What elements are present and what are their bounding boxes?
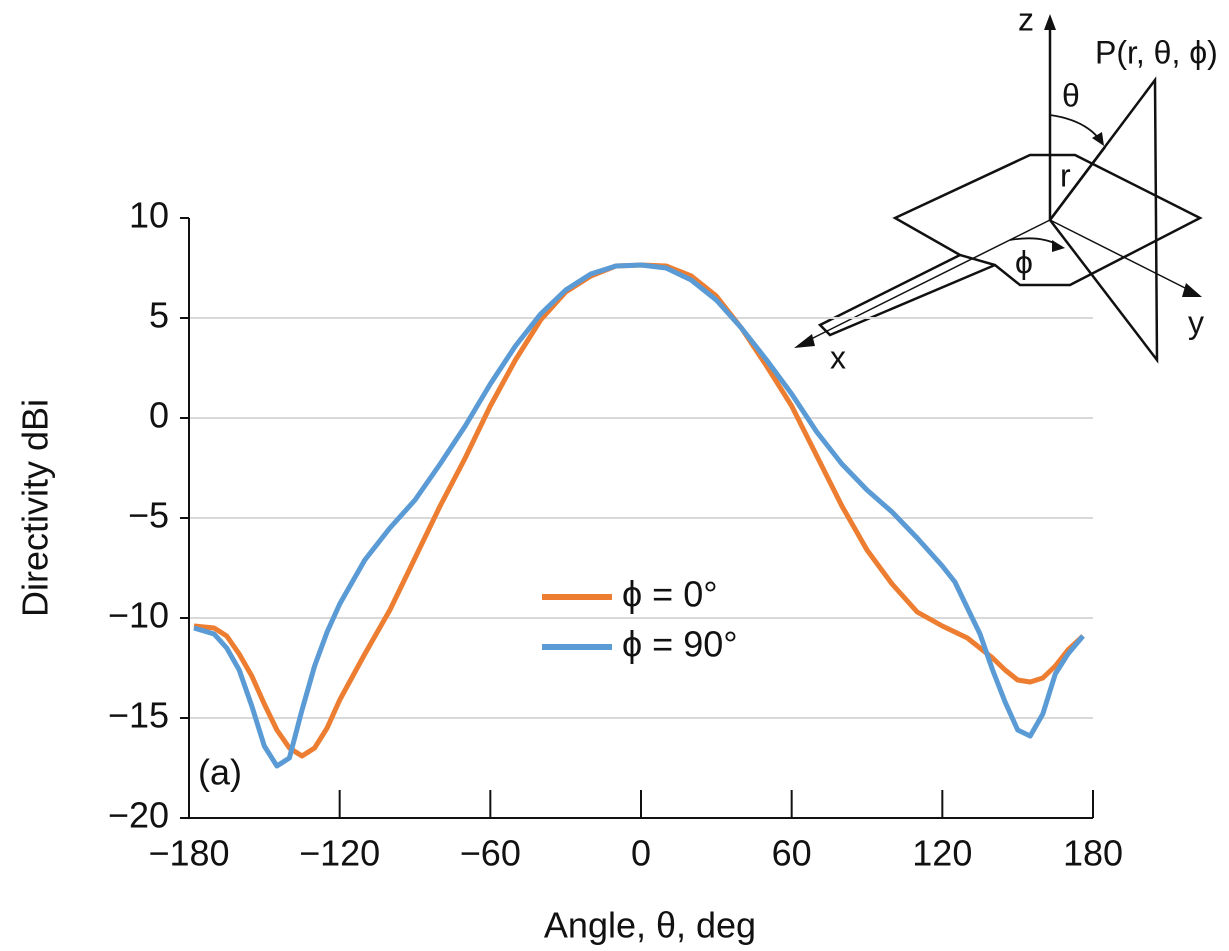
x-tick-label: −180 — [148, 833, 229, 874]
diagram-label: r — [1060, 157, 1071, 193]
annotation: (a) — [198, 752, 242, 793]
y-axis-3d — [1049, 219, 1194, 293]
theta-arc — [1049, 114, 1101, 141]
y-tick-label: 10 — [129, 195, 169, 236]
x-tick-label: 180 — [1063, 833, 1123, 874]
legend-label: ϕ = 0° — [622, 574, 718, 615]
x-tick-label: −120 — [299, 833, 380, 874]
y-axis-title: Directivity dBi — [15, 399, 56, 617]
x-tick-label: 120 — [912, 833, 972, 874]
diagram-label: θ — [1062, 77, 1080, 113]
arrow-head — [1182, 283, 1202, 297]
y-tick-label: 0 — [149, 395, 169, 436]
diagram-label: y — [1188, 304, 1204, 340]
diagram-label: x — [830, 339, 846, 375]
y-tick-label: −5 — [128, 495, 169, 536]
data-line — [193, 262, 1085, 759]
data-line — [193, 262, 1085, 769]
feed-line — [817, 253, 996, 337]
arrow-head — [1044, 14, 1056, 30]
y-tick-label: −20 — [108, 795, 169, 836]
diagram-label: z — [1018, 1, 1034, 37]
x-axis-3d — [802, 219, 1051, 344]
x-tick-label: 0 — [631, 833, 651, 874]
diagram-label: ϕ — [1015, 244, 1033, 280]
arrow-head — [1052, 240, 1065, 252]
arrow-head — [1092, 132, 1104, 146]
y-tick-label: 5 — [149, 295, 169, 336]
y-tick-label: −15 — [108, 695, 169, 736]
diagram-label: P(r, θ, ϕ) — [1095, 34, 1218, 70]
legend-label: ϕ = 90° — [622, 624, 738, 665]
y-tick-label: −10 — [108, 595, 169, 636]
x-axis-title: Angle, θ, deg — [544, 905, 756, 946]
x-tick-label: −60 — [460, 833, 521, 874]
r-line — [1049, 146, 1106, 221]
coordinate-diagram — [794, 14, 1203, 364]
x-tick-label: 60 — [772, 833, 812, 874]
arrow-head — [794, 334, 815, 348]
